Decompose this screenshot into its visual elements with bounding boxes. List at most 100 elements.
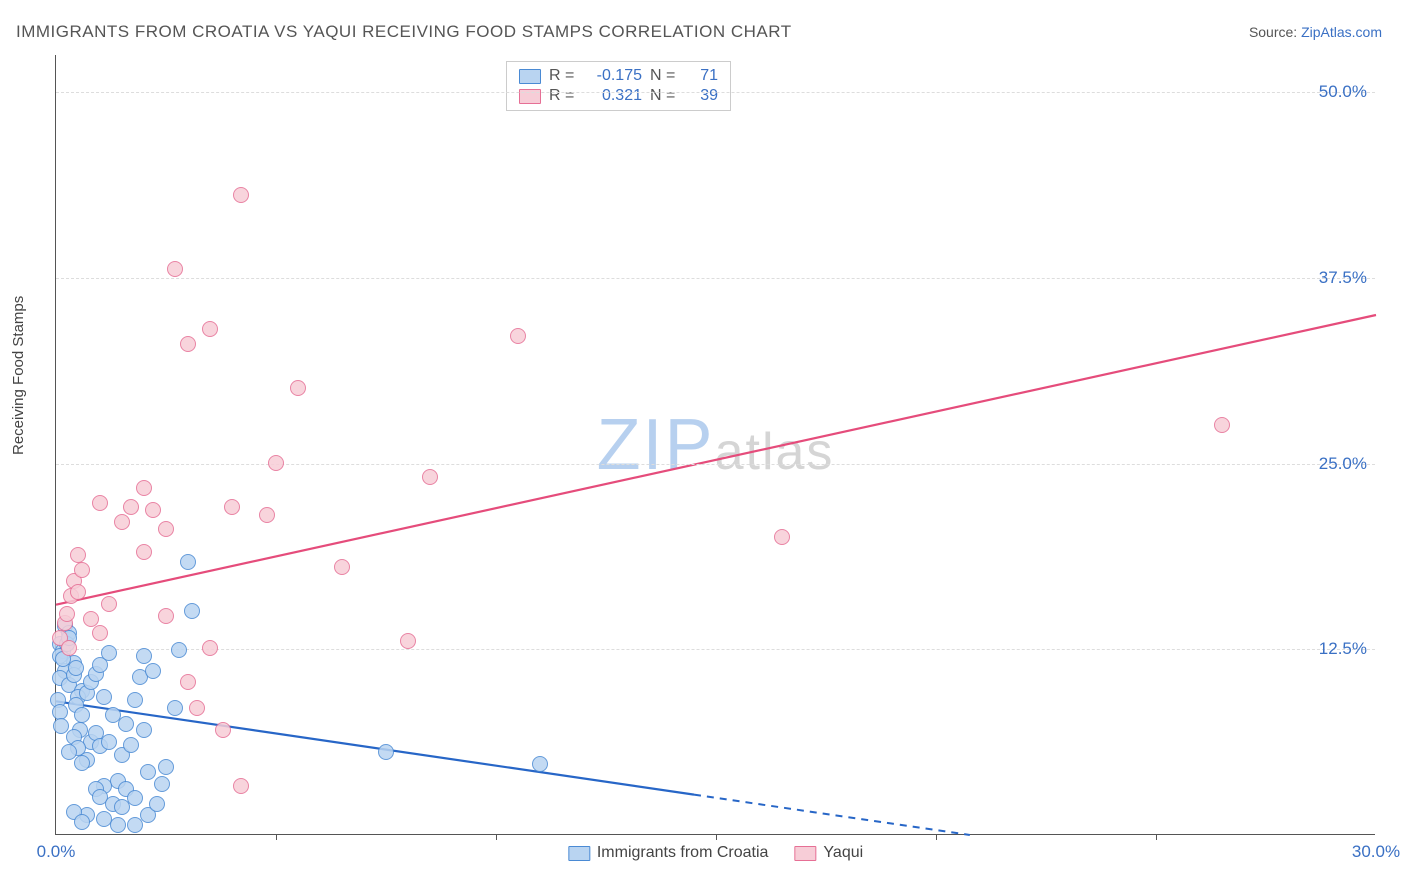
data-point bbox=[180, 336, 196, 352]
x-tick-mark bbox=[936, 834, 937, 840]
series-legend: Immigrants from Croatia Yaqui bbox=[568, 844, 863, 862]
y-tick-label: 25.0% bbox=[1319, 454, 1367, 474]
x-tick-mark bbox=[496, 834, 497, 840]
data-point bbox=[422, 469, 438, 485]
watermark: ZIPatlas bbox=[597, 404, 835, 486]
legend-label-yaqui: Yaqui bbox=[823, 844, 863, 862]
data-point bbox=[224, 499, 240, 515]
data-point bbox=[180, 554, 196, 570]
data-point bbox=[127, 817, 143, 833]
data-point bbox=[70, 584, 86, 600]
data-point bbox=[158, 608, 174, 624]
data-point bbox=[123, 499, 139, 515]
watermark-atlas: atlas bbox=[715, 423, 835, 481]
data-point bbox=[92, 495, 108, 511]
source-link[interactable]: ZipAtlas.com bbox=[1301, 24, 1382, 40]
legend-label-croatia: Immigrants from Croatia bbox=[597, 844, 769, 862]
n-value-croatia: 71 bbox=[688, 67, 718, 85]
r-label: R = bbox=[549, 67, 579, 85]
r-value-yaqui: 0.321 bbox=[587, 87, 642, 105]
y-tick-label: 37.5% bbox=[1319, 268, 1367, 288]
data-point bbox=[400, 633, 416, 649]
data-point bbox=[290, 380, 306, 396]
x-tick-label: 30.0% bbox=[1352, 842, 1400, 862]
stats-row-croatia: R = -0.175 N = 71 bbox=[519, 66, 718, 86]
data-point bbox=[189, 700, 205, 716]
chart-title: IMMIGRANTS FROM CROATIA VS YAQUI RECEIVI… bbox=[16, 22, 792, 42]
trend-lines-layer bbox=[56, 55, 1375, 834]
y-tick-label: 50.0% bbox=[1319, 82, 1367, 102]
trend-line bbox=[56, 701, 694, 794]
data-point bbox=[140, 764, 156, 780]
x-tick-mark bbox=[276, 834, 277, 840]
data-point bbox=[101, 734, 117, 750]
data-point bbox=[83, 611, 99, 627]
r-label: R = bbox=[549, 87, 579, 105]
correlation-chart: IMMIGRANTS FROM CROATIA VS YAQUI RECEIVI… bbox=[0, 0, 1406, 892]
data-point bbox=[233, 778, 249, 794]
data-point bbox=[145, 663, 161, 679]
data-point bbox=[136, 544, 152, 560]
gridline-h bbox=[56, 649, 1375, 650]
watermark-zip: ZIP bbox=[597, 405, 715, 485]
data-point bbox=[233, 187, 249, 203]
data-point bbox=[268, 455, 284, 471]
data-point bbox=[158, 521, 174, 537]
data-point bbox=[53, 718, 69, 734]
r-value-croatia: -0.175 bbox=[587, 67, 642, 85]
data-point bbox=[510, 328, 526, 344]
gridline-h bbox=[56, 92, 1375, 93]
source-attribution: Source: ZipAtlas.com bbox=[1249, 24, 1382, 40]
stats-row-yaqui: R = 0.321 N = 39 bbox=[519, 86, 718, 106]
swatch-croatia bbox=[568, 846, 590, 861]
data-point bbox=[158, 759, 174, 775]
x-tick-mark bbox=[1156, 834, 1157, 840]
n-label: N = bbox=[650, 67, 680, 85]
data-point bbox=[74, 755, 90, 771]
data-point bbox=[70, 547, 86, 563]
x-tick-mark bbox=[716, 834, 717, 840]
data-point bbox=[136, 722, 152, 738]
data-point bbox=[74, 707, 90, 723]
data-point bbox=[202, 640, 218, 656]
legend-item-yaqui: Yaqui bbox=[794, 844, 863, 862]
legend-item-croatia: Immigrants from Croatia bbox=[568, 844, 769, 862]
data-point bbox=[136, 480, 152, 496]
data-point bbox=[167, 261, 183, 277]
swatch-croatia bbox=[519, 69, 541, 84]
data-point bbox=[171, 642, 187, 658]
data-point bbox=[92, 625, 108, 641]
data-point bbox=[149, 796, 165, 812]
data-point bbox=[136, 648, 152, 664]
data-point bbox=[114, 514, 130, 530]
data-point bbox=[127, 692, 143, 708]
data-point bbox=[184, 603, 200, 619]
data-point bbox=[110, 817, 126, 833]
data-point bbox=[167, 700, 183, 716]
data-point bbox=[59, 606, 75, 622]
data-point bbox=[96, 689, 112, 705]
data-point bbox=[127, 790, 143, 806]
data-point bbox=[334, 559, 350, 575]
swatch-yaqui bbox=[794, 846, 816, 861]
plot-area: ZIPatlas R = -0.175 N = 71 R = 0.321 N =… bbox=[55, 55, 1375, 835]
data-point bbox=[1214, 417, 1230, 433]
data-point bbox=[180, 674, 196, 690]
data-point bbox=[774, 529, 790, 545]
data-point bbox=[118, 716, 134, 732]
data-point bbox=[154, 776, 170, 792]
swatch-yaqui bbox=[519, 89, 541, 104]
data-point bbox=[259, 507, 275, 523]
data-point bbox=[532, 756, 548, 772]
data-point bbox=[74, 562, 90, 578]
stats-legend: R = -0.175 N = 71 R = 0.321 N = 39 bbox=[506, 61, 731, 111]
n-label: N = bbox=[650, 87, 680, 105]
gridline-h bbox=[56, 464, 1375, 465]
data-point bbox=[145, 502, 161, 518]
gridline-h bbox=[56, 278, 1375, 279]
data-point bbox=[61, 640, 77, 656]
data-point bbox=[74, 814, 90, 830]
n-value-yaqui: 39 bbox=[688, 87, 718, 105]
y-tick-label: 12.5% bbox=[1319, 639, 1367, 659]
data-point bbox=[378, 744, 394, 760]
